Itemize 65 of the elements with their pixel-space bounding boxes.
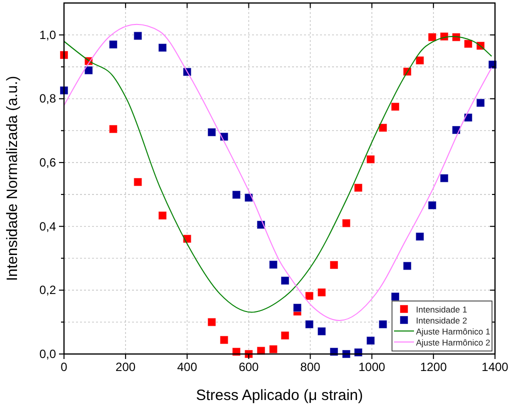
point — [60, 50, 68, 60]
point — [378, 124, 388, 132]
point — [84, 66, 93, 75]
point — [134, 32, 142, 40]
point — [60, 86, 68, 95]
x-tick-label: 1000 — [358, 360, 386, 374]
point — [109, 124, 118, 134]
point — [317, 327, 326, 336]
point — [269, 344, 278, 354]
point — [378, 320, 388, 329]
y-tick-label: 0,2 — [39, 283, 56, 298]
legend-label: Intensidade 1 — [416, 304, 468, 314]
point — [440, 174, 448, 182]
point — [391, 102, 400, 111]
point — [452, 126, 460, 134]
point — [342, 350, 351, 358]
point — [158, 211, 167, 220]
point — [280, 331, 290, 340]
point — [134, 178, 142, 186]
x-tick-label: 1400 — [482, 360, 509, 374]
point — [403, 262, 412, 270]
point — [256, 346, 266, 356]
point — [220, 336, 228, 344]
y-axis-title: Intensidade Normalizada (a.u.) — [4, 76, 21, 282]
point — [354, 184, 363, 192]
x-axis-title: Stress Aplicado (μ strain) — [196, 387, 364, 404]
x-tick-label: 200 — [116, 360, 136, 374]
y-tick-label: 0,8 — [39, 92, 56, 106]
point — [330, 348, 338, 356]
point — [428, 201, 436, 210]
point — [428, 32, 436, 42]
point — [391, 292, 400, 301]
x-tick-label: 600 — [238, 360, 260, 374]
legend-label: Intensidade 2 — [416, 316, 468, 326]
point — [366, 155, 375, 164]
point — [269, 260, 278, 269]
point — [416, 56, 424, 65]
point — [158, 43, 167, 52]
point — [476, 98, 485, 108]
y-tick-label: 0,6 — [39, 156, 56, 170]
legend-label: Ajuste Harmônico 2 — [416, 338, 490, 348]
point — [244, 193, 253, 202]
y-tick-label: 0,0 — [39, 347, 56, 361]
point — [366, 336, 375, 345]
point — [232, 190, 241, 200]
point — [208, 128, 216, 136]
point — [305, 292, 314, 300]
point — [208, 318, 216, 326]
point — [342, 218, 351, 228]
point — [305, 320, 314, 329]
point — [293, 303, 302, 312]
x-tick-label: 1200 — [420, 360, 448, 374]
point — [317, 288, 326, 297]
y-tick-label: 0,4 — [39, 219, 56, 234]
point — [488, 60, 497, 69]
x-tick-label: 400 — [177, 360, 198, 374]
legend-label: Ajuste Harmônico 1 — [416, 326, 490, 336]
point — [464, 40, 472, 48]
point — [416, 232, 424, 241]
point — [330, 260, 338, 270]
x-tick-label: 0 — [60, 360, 68, 374]
point — [109, 40, 118, 49]
y-tick-label: 1,0 — [39, 28, 56, 42]
point — [280, 276, 290, 285]
x-tick-label: 800 — [300, 360, 321, 374]
